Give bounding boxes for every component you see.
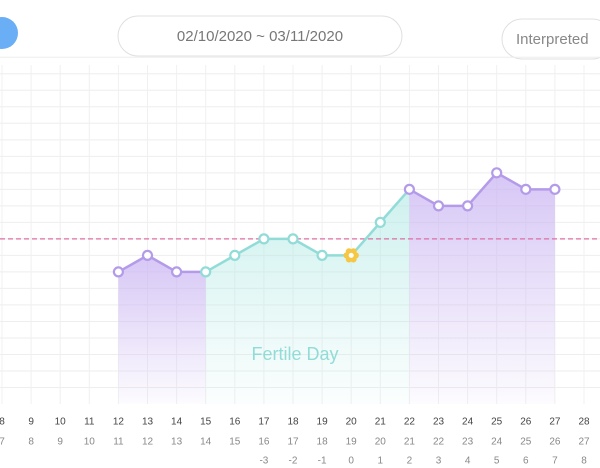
x-tick-label: 26 bbox=[520, 417, 532, 428]
point bbox=[200, 266, 212, 278]
cycle-day-label: 24 bbox=[491, 437, 503, 448]
point bbox=[462, 200, 474, 212]
x-tick-label: 11 bbox=[84, 417, 95, 428]
menu-button[interactable] bbox=[0, 17, 18, 49]
point bbox=[112, 266, 125, 278]
x-tick-label: 17 bbox=[258, 417, 270, 428]
x-tick-label: 16 bbox=[229, 417, 241, 428]
cycle-day-label: 7 bbox=[0, 437, 5, 448]
x-tick-label: 23 bbox=[433, 417, 445, 428]
cycle-day-label: 15 bbox=[229, 437, 241, 448]
fertile-label: Fertile Day bbox=[251, 344, 338, 364]
cycle-day-label: 20 bbox=[375, 437, 387, 448]
x-tick-label: 25 bbox=[491, 417, 503, 428]
ovulation-day-label: 3 bbox=[436, 456, 442, 467]
cycle-day-label: 19 bbox=[346, 437, 358, 448]
ovulation-day-label: 4 bbox=[465, 456, 471, 467]
x-tick-label: 8 bbox=[0, 417, 5, 428]
ovulation-day-label: 1 bbox=[378, 456, 384, 467]
cycle-day-label: 9 bbox=[57, 437, 63, 448]
cycle-day-label: 22 bbox=[433, 437, 445, 448]
ovulation-day-label: 2 bbox=[407, 456, 413, 467]
point bbox=[316, 249, 328, 261]
area bbox=[118, 255, 206, 404]
x-tick-label: 24 bbox=[462, 417, 474, 428]
x-tick-label: 18 bbox=[287, 417, 299, 428]
point bbox=[171, 266, 183, 278]
cycle-day-label: 16 bbox=[258, 437, 270, 448]
x-tick-label: 20 bbox=[346, 417, 358, 428]
x-tick-label: 12 bbox=[113, 417, 125, 428]
point bbox=[141, 249, 154, 261]
x-tick-label: 9 bbox=[28, 417, 34, 428]
ovulation-day-label: 0 bbox=[348, 456, 354, 467]
cycle-day-label: 26 bbox=[549, 437, 561, 448]
point bbox=[374, 216, 386, 228]
point bbox=[229, 249, 241, 261]
cycle-day-label: 23 bbox=[462, 437, 474, 448]
point bbox=[432, 200, 445, 212]
ovulation-day-label: -3 bbox=[259, 456, 268, 467]
x-tick-label: 19 bbox=[317, 417, 329, 428]
cycle-day-label: 18 bbox=[317, 437, 329, 448]
cycle-day-label: 13 bbox=[171, 437, 183, 448]
ovulation-day-label: 5 bbox=[494, 456, 500, 467]
x-tick-label: 22 bbox=[404, 417, 416, 428]
interpreted-button[interactable] bbox=[501, 18, 600, 60]
line-segment bbox=[466, 172, 498, 207]
point bbox=[258, 233, 270, 245]
point bbox=[403, 183, 415, 195]
x-tick-label: 14 bbox=[171, 417, 183, 428]
cycle-day-label: 11 bbox=[113, 437, 124, 448]
x-tick-label: 15 bbox=[200, 417, 212, 428]
interpreted-label: Interpreted bbox=[516, 31, 589, 48]
ovulation-day-label: -1 bbox=[318, 456, 327, 467]
cycle-day-label: 17 bbox=[287, 437, 299, 448]
x-tick-label: 28 bbox=[578, 417, 590, 428]
fertile-area bbox=[205, 189, 410, 404]
point bbox=[491, 167, 503, 179]
area bbox=[409, 172, 555, 404]
ovulation-marker bbox=[343, 248, 359, 263]
date-range: 02/10/2020 ~ 03/11/2020 bbox=[177, 28, 343, 45]
ovulation-day-label: 6 bbox=[523, 456, 529, 467]
cycle-day-label: 8 bbox=[28, 437, 34, 448]
cycle-day-label: 12 bbox=[142, 437, 154, 448]
cycle-day-label: 21 bbox=[404, 437, 416, 448]
cycle-day-label: 27 bbox=[578, 437, 590, 448]
x-tick-label: 27 bbox=[549, 417, 561, 428]
ovulation-day-label: 7 bbox=[552, 456, 558, 467]
point bbox=[549, 183, 561, 195]
cycle-day-label: 25 bbox=[520, 437, 532, 448]
line-segment bbox=[379, 188, 411, 224]
x-tick-label: 21 bbox=[375, 417, 387, 428]
ovulation-day-label: 8 bbox=[581, 456, 587, 467]
flower-center bbox=[348, 252, 354, 258]
x-tick-label: 13 bbox=[142, 417, 154, 428]
point bbox=[520, 183, 532, 195]
cycle-day-label: 10 bbox=[84, 437, 96, 448]
point bbox=[287, 233, 299, 245]
date-range-pill[interactable] bbox=[117, 15, 403, 57]
cycle-day-label: 14 bbox=[200, 437, 212, 448]
ovulation-day-label: -2 bbox=[289, 456, 298, 467]
x-tick-label: 10 bbox=[55, 417, 67, 428]
